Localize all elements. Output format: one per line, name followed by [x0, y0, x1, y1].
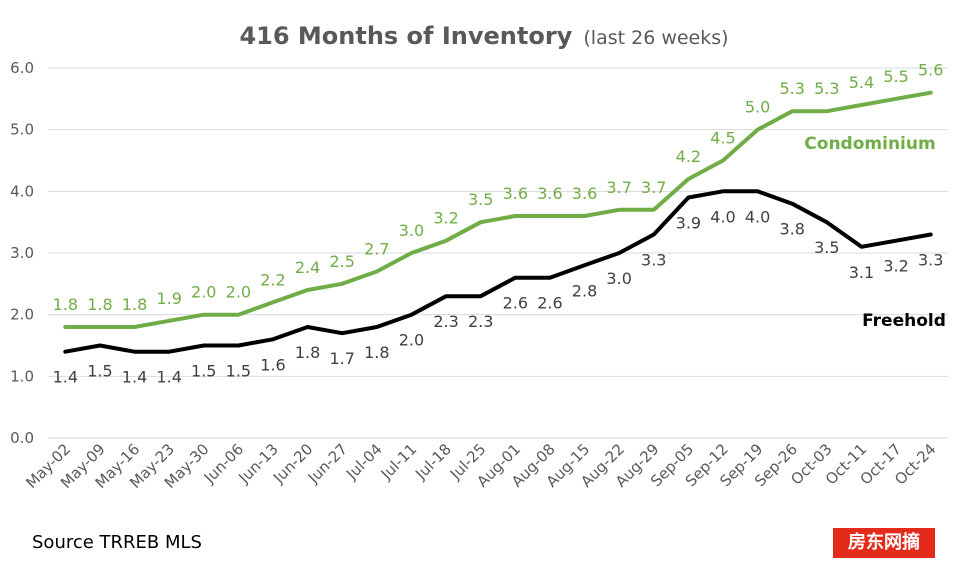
- data-label: 3.3: [641, 251, 666, 270]
- data-label: 5.3: [814, 79, 839, 98]
- data-label: 4.0: [710, 207, 735, 226]
- data-label: 2.0: [226, 283, 251, 302]
- x-tick-label: Jul-18: [411, 440, 455, 484]
- data-label: 1.4: [156, 368, 181, 387]
- data-label: 4.0: [745, 207, 770, 226]
- data-label: 3.9: [676, 214, 701, 233]
- x-tick-label: Jun-13: [234, 440, 281, 487]
- data-label: 1.7: [330, 349, 355, 368]
- data-label: 3.5: [814, 238, 839, 257]
- data-label: 2.5: [330, 252, 355, 271]
- data-label: 2.4: [295, 258, 320, 277]
- data-label: 5.4: [849, 73, 874, 92]
- y-tick-label: 2.0: [10, 306, 34, 324]
- data-label: 2.0: [191, 283, 216, 302]
- y-tick-label: 4.0: [10, 182, 34, 200]
- data-label: 3.8: [780, 220, 805, 239]
- series-lines: [63, 90, 933, 354]
- data-label: 3.2: [433, 209, 458, 228]
- series-label-condominium: Condominium: [804, 134, 935, 154]
- data-label: 3.7: [606, 178, 631, 197]
- data-label: 1.8: [364, 343, 389, 362]
- data-label: 2.3: [433, 312, 458, 331]
- data-label: 3.0: [606, 269, 631, 288]
- y-tick-label: 1.0: [10, 367, 34, 385]
- data-labels: 1.8 1.8 1.8 1.9 2.0 2.0 2.2 2.4 2.5 2.7 3.0 3.2 3.5 3…: [53, 61, 944, 387]
- series-label-freehold: Freehold: [862, 311, 946, 331]
- y-tick-label: 0.0: [10, 429, 34, 447]
- data-label: 3.2: [883, 257, 908, 276]
- data-label: 3.7: [641, 178, 666, 197]
- data-label: 3.6: [537, 184, 562, 203]
- data-label: 3.6: [503, 184, 528, 203]
- y-tick-label: 3.0: [10, 244, 34, 262]
- data-label: 3.3: [918, 251, 943, 270]
- data-label: 2.7: [364, 240, 389, 259]
- data-label: 2.0: [399, 331, 424, 350]
- gridlines: [48, 67, 948, 439]
- data-label: 1.6: [260, 355, 285, 374]
- data-label: 1.4: [122, 368, 147, 387]
- data-label: 2.6: [503, 294, 528, 313]
- data-label: 2.6: [537, 294, 562, 313]
- data-label: 4.2: [676, 147, 701, 166]
- data-label: 3.6: [572, 184, 597, 203]
- data-label: 5.5: [883, 67, 908, 86]
- y-axis-ticks: 0.0 1.0 2.0 3.0 4.0 5.0 6.0: [10, 59, 34, 447]
- data-label: 1.8: [122, 295, 147, 314]
- x-tick-label: Jul-04: [342, 440, 386, 484]
- data-label: 2.3: [468, 312, 493, 331]
- x-tick-label: Jun-20: [269, 440, 316, 487]
- chart-title: 416 Months of Inventory (last 26 weeks): [239, 22, 728, 50]
- data-label: 3.5: [468, 190, 493, 209]
- data-label: 1.5: [226, 362, 251, 381]
- data-label: 3.1: [849, 263, 874, 282]
- data-label: 5.6: [918, 61, 943, 80]
- data-label: 3.0: [399, 221, 424, 240]
- data-label: 5.3: [780, 79, 805, 98]
- chart-title-main: 416 Months of Inventory: [239, 22, 572, 50]
- y-tick-label: 6.0: [10, 59, 34, 77]
- data-label: 1.5: [191, 362, 216, 381]
- x-tick-label: Jul-11: [377, 440, 421, 484]
- source-note: Source TRREB MLS: [32, 532, 202, 553]
- data-label: 1.4: [53, 368, 78, 387]
- data-label: 2.2: [260, 270, 285, 289]
- x-axis-ticks: May-02May-09May-16May-23May-30Jun-06Jun-…: [22, 440, 939, 492]
- data-label: 1.8: [53, 295, 78, 314]
- data-label: 1.9: [156, 289, 181, 308]
- watermark-logo: 房东网摘: [833, 528, 935, 558]
- y-tick-label: 5.0: [10, 121, 34, 139]
- series-line-condominium: [63, 90, 933, 329]
- chart-title-subtitle: (last 26 weeks): [583, 27, 728, 49]
- data-label: 1.8: [87, 295, 112, 314]
- data-label: 1.8: [295, 343, 320, 362]
- data-label: 5.0: [745, 98, 770, 117]
- data-label: 2.8: [572, 281, 597, 300]
- data-label: 4.5: [710, 129, 735, 148]
- data-label: 1.5: [87, 362, 112, 381]
- series-line-freehold: [63, 189, 933, 354]
